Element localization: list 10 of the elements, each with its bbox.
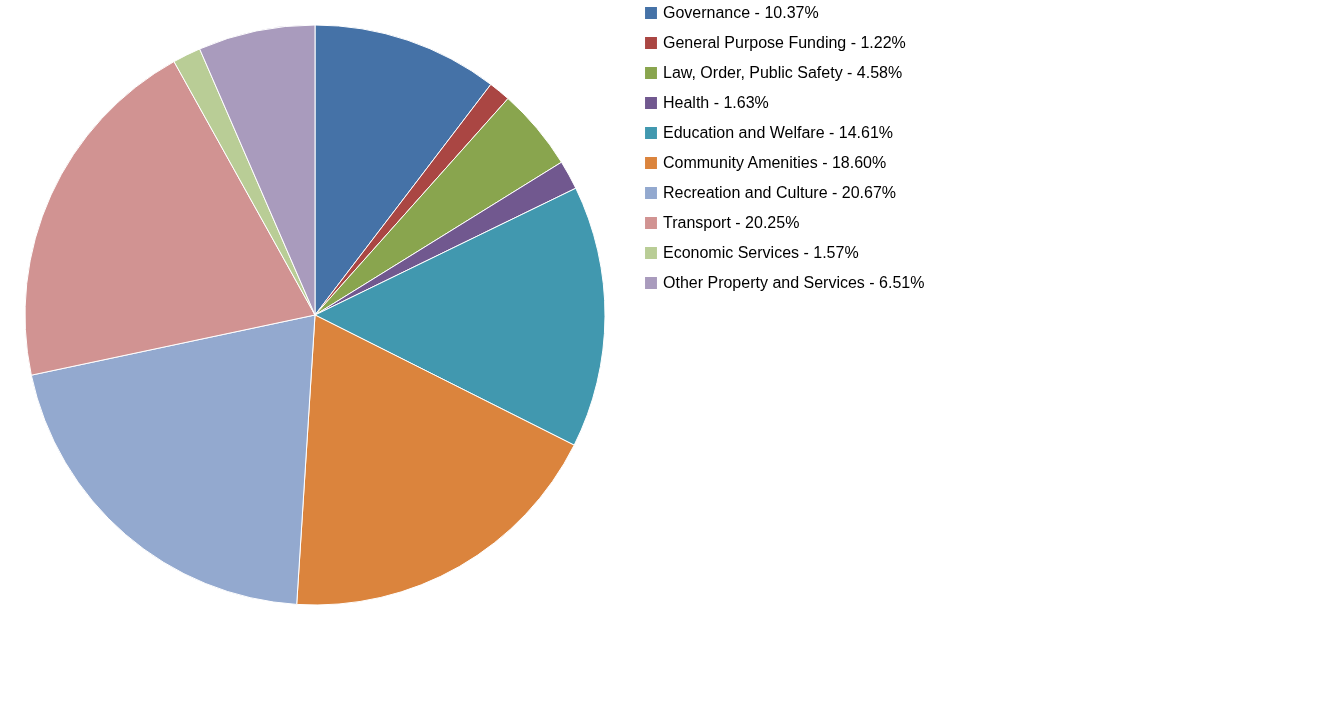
legend-label: Recreation and Culture - 20.67% <box>663 184 897 201</box>
legend-label: General Purpose Funding - 1.22% <box>663 34 906 51</box>
legend-label: Economic Services - 1.57% <box>663 244 859 261</box>
legend-label: Governance - 10.37% <box>663 4 819 21</box>
legend-label: Education and Welfare - 14.61% <box>663 124 894 141</box>
legend-label: Transport - 20.25% <box>663 214 800 231</box>
legend-label: Health - 1.63% <box>663 94 769 111</box>
legend-label: Community Amenities - 18.60% <box>663 154 887 171</box>
legend-label: Law, Order, Public Safety - 4.58% <box>663 64 903 81</box>
legend-label: Other Property and Services - 6.51% <box>663 274 925 291</box>
